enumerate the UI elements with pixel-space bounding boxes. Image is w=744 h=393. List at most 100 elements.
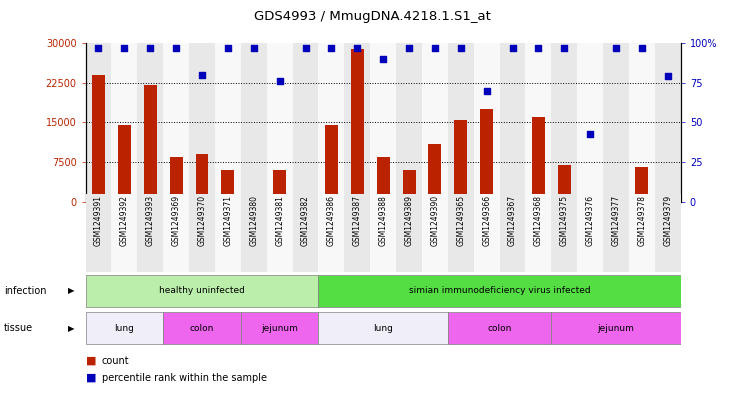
Text: GSM1249369: GSM1249369 [172,195,181,246]
Bar [635,167,649,202]
Bar [500,43,525,202]
Bar [215,194,241,272]
Bar [247,194,260,202]
Bar [448,43,474,202]
Bar [215,43,241,202]
Text: GSM1249391: GSM1249391 [94,195,103,246]
Bar [138,43,163,202]
Point [196,72,208,78]
Bar [86,43,112,202]
Text: ■: ■ [86,356,96,366]
Text: GSM1249387: GSM1249387 [353,195,362,246]
Bar [474,194,500,272]
Point [558,45,570,51]
Bar [603,43,629,202]
Point [636,45,648,51]
Point [662,73,674,80]
Bar [371,43,396,202]
Text: GSM1249378: GSM1249378 [638,195,647,246]
Text: GSM1249367: GSM1249367 [508,195,517,246]
Bar [558,165,571,202]
Text: GSM1249389: GSM1249389 [405,195,414,246]
Bar [86,275,318,307]
Bar [532,117,545,202]
Bar [292,43,318,202]
Point [584,130,596,137]
Text: GSM1249380: GSM1249380 [249,195,258,246]
Bar [448,194,474,272]
Bar [222,170,234,202]
Bar [138,194,163,272]
Point [144,45,156,51]
Text: colon: colon [190,324,214,332]
Text: GSM1249365: GSM1249365 [456,195,465,246]
Point [481,88,493,94]
Text: GSM1249370: GSM1249370 [197,195,207,246]
Bar [661,198,674,202]
Point [377,56,389,62]
Text: count: count [102,356,129,366]
Bar [118,125,131,202]
Text: GSM1249386: GSM1249386 [327,195,336,246]
Text: GSM1249377: GSM1249377 [612,195,620,246]
Text: GSM1249382: GSM1249382 [301,195,310,246]
Bar [266,194,292,272]
Bar [551,194,577,272]
Bar [455,120,467,202]
Text: percentile rank within the sample: percentile rank within the sample [102,373,267,383]
Bar [163,43,189,202]
Text: GSM1249376: GSM1249376 [586,195,594,246]
Bar [376,157,390,202]
Bar [629,43,655,202]
Point [274,78,286,84]
Point [325,45,337,51]
Bar [422,194,448,272]
Bar [474,43,500,202]
Bar [196,154,208,202]
Bar [241,194,266,272]
Bar [480,109,493,202]
Bar [189,194,215,272]
Bar [241,312,318,344]
Text: lung: lung [115,324,135,332]
Bar [189,43,215,202]
Bar [112,43,138,202]
Bar [577,194,603,272]
Bar [525,43,551,202]
Bar [163,194,189,272]
Point [403,45,415,51]
Bar [318,275,681,307]
Bar [500,194,525,272]
Point [300,45,312,51]
Text: jejunum: jejunum [261,324,298,332]
Text: GSM1249375: GSM1249375 [559,195,569,246]
Bar [266,43,292,202]
Point [92,45,104,51]
Bar [403,170,415,202]
Text: tissue: tissue [4,323,33,333]
Bar [551,312,681,344]
Bar [92,75,105,202]
Point [118,45,130,51]
Bar [112,194,138,272]
Bar [429,143,441,202]
Text: lung: lung [373,324,393,332]
Bar [603,194,629,272]
Text: simian immunodeficiency virus infected: simian immunodeficiency virus infected [408,286,591,295]
Text: infection: infection [4,286,46,296]
Bar [448,312,551,344]
Text: GSM1249368: GSM1249368 [534,195,543,246]
Bar [396,194,422,272]
Point [455,45,466,51]
Text: ■: ■ [86,373,96,383]
Bar [422,43,448,202]
Text: ▶: ▶ [68,324,74,332]
Bar [273,170,286,202]
Bar [241,43,266,202]
Text: GSM1249366: GSM1249366 [482,195,491,246]
Text: jejunum: jejunum [597,324,635,332]
Bar [144,85,157,202]
Text: GSM1249388: GSM1249388 [379,195,388,246]
Bar [344,43,371,202]
Bar [86,194,112,272]
